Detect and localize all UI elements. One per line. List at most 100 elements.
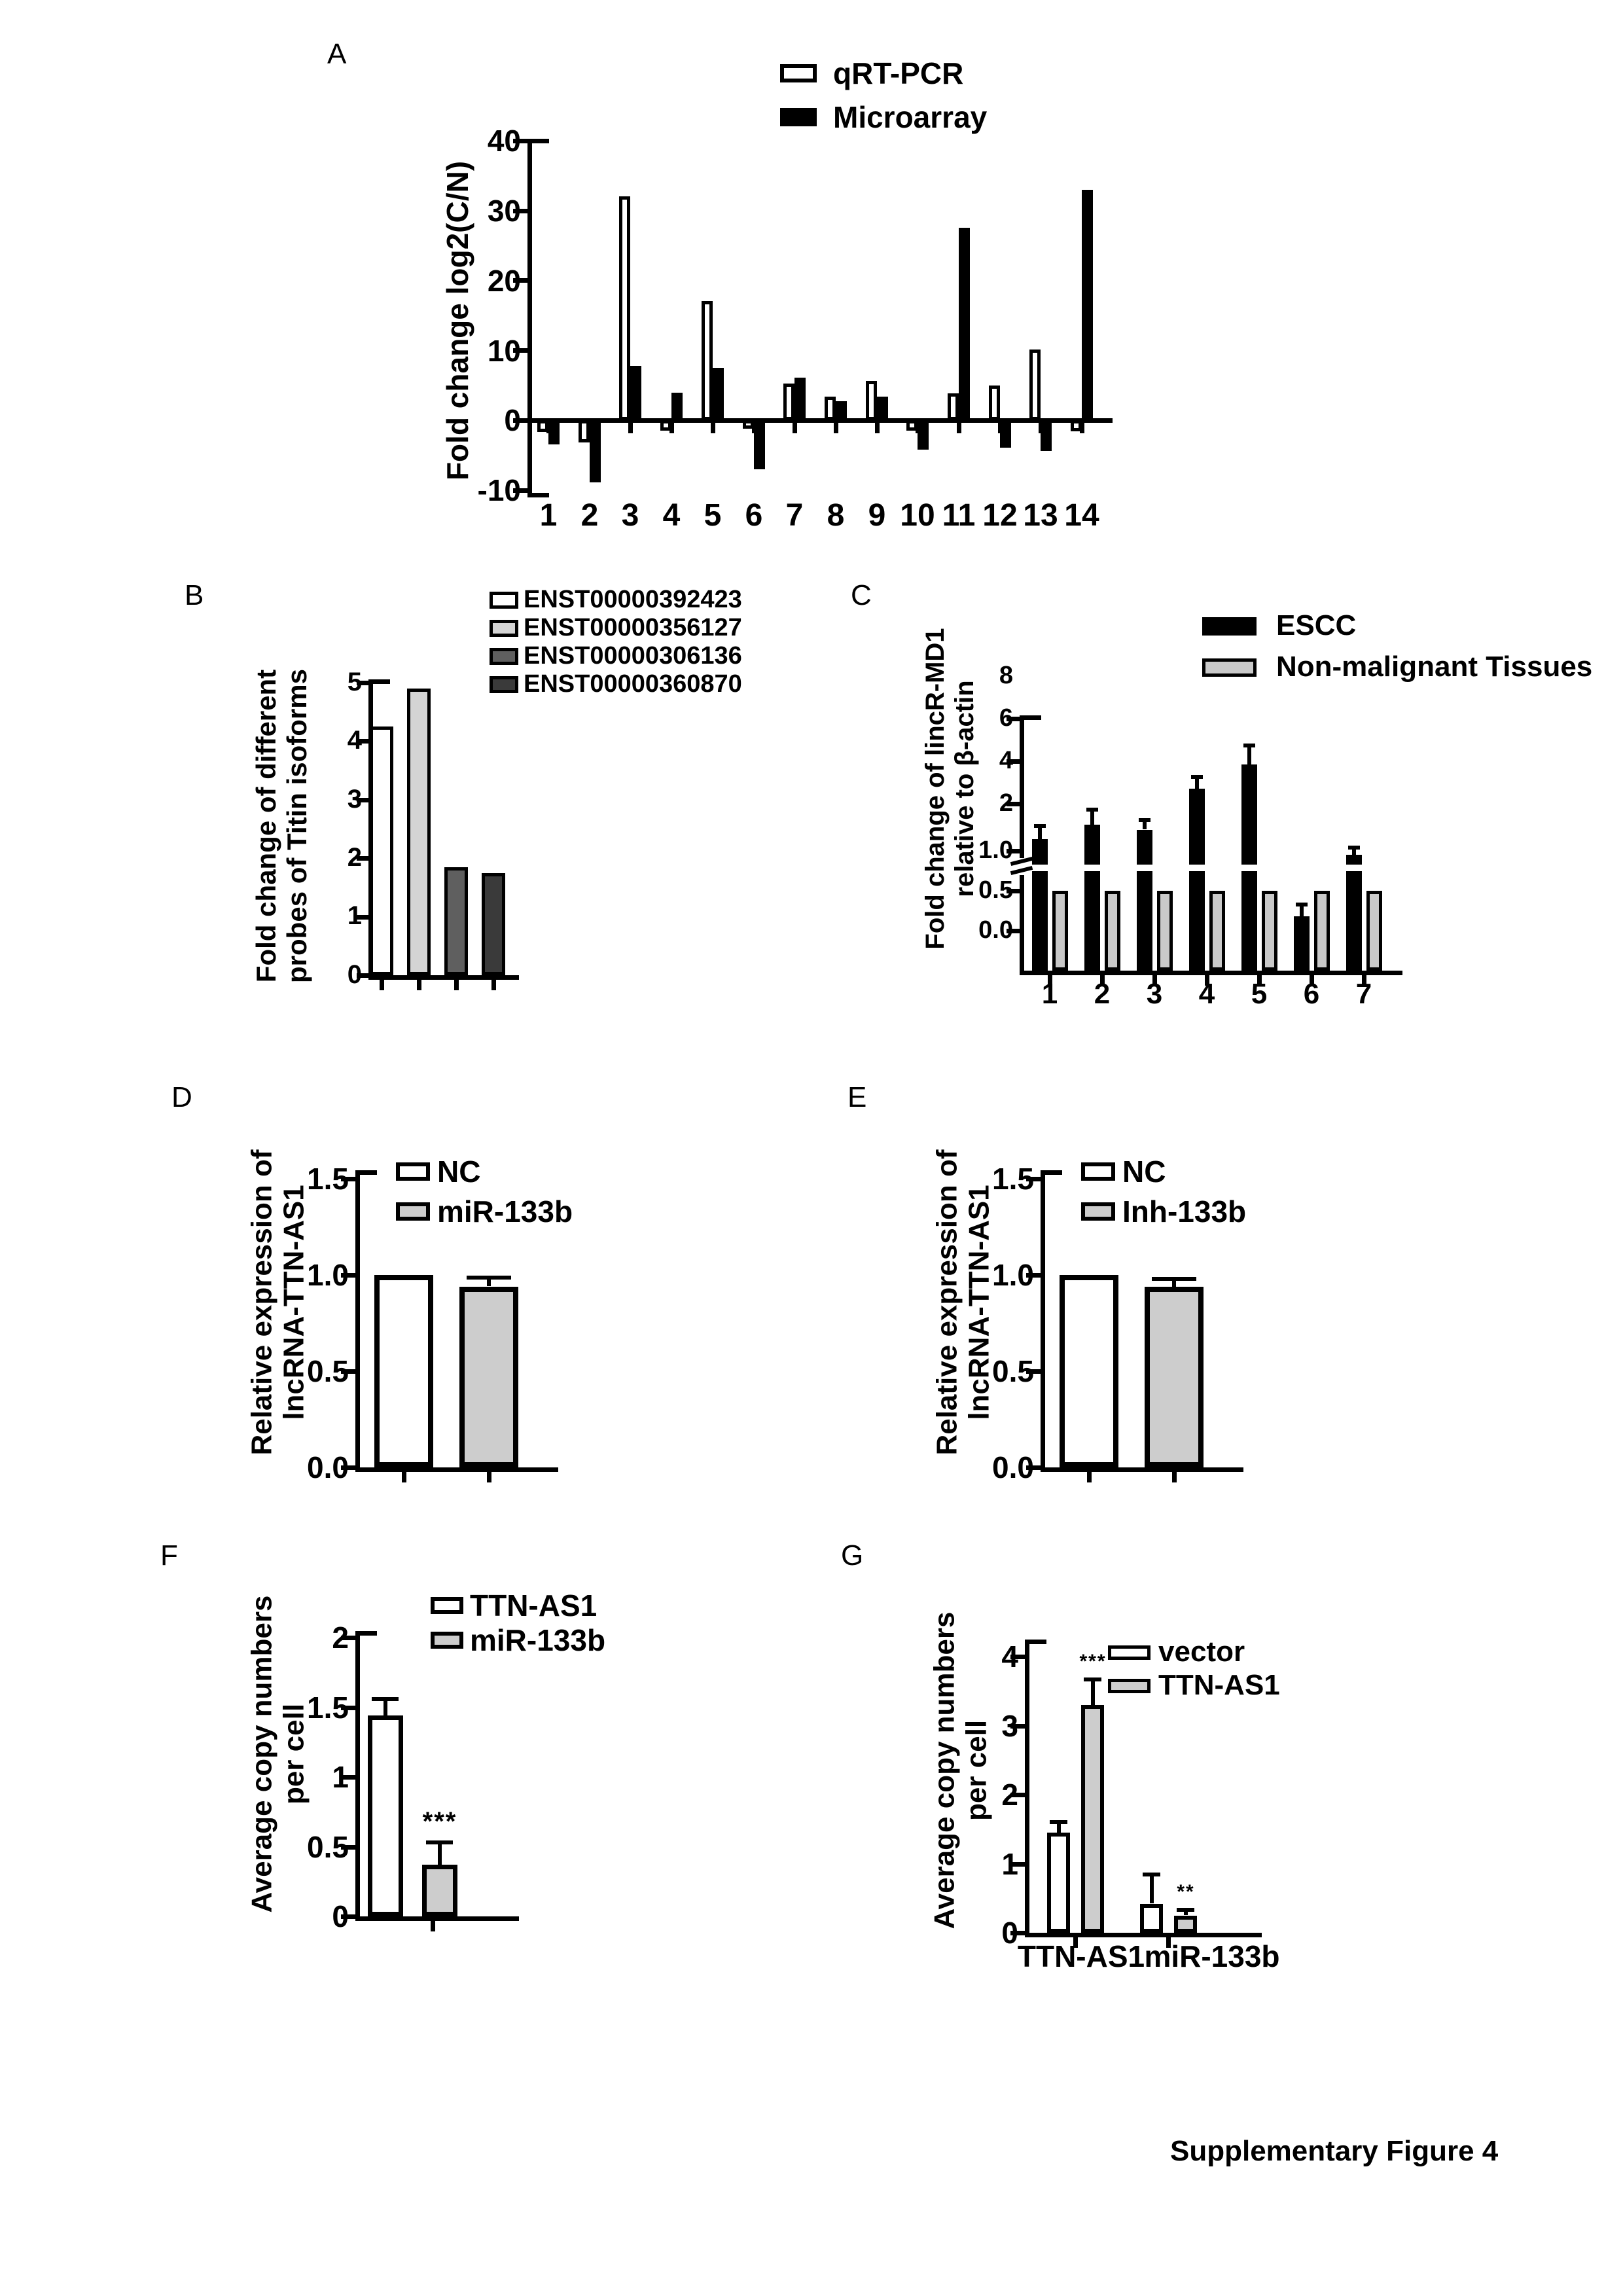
panel-a-bar-microarray-7 bbox=[794, 378, 806, 420]
panel-g-y-tick-label: 0 bbox=[1001, 1916, 1018, 1950]
panel-e-y-tick-label: 0.5 bbox=[992, 1354, 1034, 1388]
panel-g-y-tick bbox=[1010, 1655, 1025, 1659]
panel-e-y-tick bbox=[1026, 1465, 1041, 1470]
panel-f-bar-copy-numbers-mir-133b-error-line bbox=[438, 1842, 442, 1865]
panel-c-bar-escc-5-error-cap bbox=[1243, 744, 1255, 747]
panel-a-bar-qrt-pcr-5 bbox=[702, 301, 713, 420]
panel-c-bar-non-malignant-tissues-5 bbox=[1262, 891, 1277, 971]
panel-a-bar-microarray-8 bbox=[836, 401, 847, 420]
panel-c-y-tick-label: 8 bbox=[999, 662, 1013, 689]
panel-a-x-tick bbox=[875, 423, 880, 433]
panel-a-y-tick bbox=[513, 418, 527, 423]
panel-g-y-tick-label: 3 bbox=[1001, 1709, 1018, 1743]
panel-g-y-tick-label: 4 bbox=[1001, 1640, 1018, 1674]
panel-f-bar-copy-numbers-mir-133b bbox=[422, 1865, 457, 1916]
panel-b-label: B bbox=[185, 579, 204, 611]
panel-a-bar-qrt-pcr-10 bbox=[906, 420, 918, 431]
panel-f-y-tick-label: 2 bbox=[332, 1621, 349, 1655]
panel-c-bar-non-malignant-tissues-4 bbox=[1209, 891, 1225, 971]
panel-e-y-tick-label: 0.0 bbox=[992, 1450, 1034, 1484]
panel-c-bar-escc-7-error-line bbox=[1352, 848, 1356, 855]
panel-c-x-tick-label-4: 4 bbox=[1198, 978, 1215, 1010]
panel-f-y-tick bbox=[341, 1636, 355, 1640]
panel-c-x-tick bbox=[1152, 975, 1157, 986]
panel-c-bar-escc-1-break-gap bbox=[1032, 865, 1048, 871]
panel-c-bar-non-malignant-tissues-2 bbox=[1105, 891, 1120, 971]
panel-b-y-tick bbox=[357, 973, 368, 978]
panel-b-legend-swatch-enst00000360870 bbox=[490, 676, 518, 693]
panel-g-y-tick-label: 2 bbox=[1001, 1778, 1018, 1812]
panel-c-x-tick bbox=[1362, 975, 1366, 986]
panel-b-legend-label-enst00000306136: ENST00000306136 bbox=[524, 642, 742, 670]
panel-b-y-tick-label: 2 bbox=[347, 843, 362, 872]
panel-c-bar-escc-2-error-line bbox=[1090, 810, 1094, 825]
panel-d-x-axis bbox=[355, 1467, 558, 1472]
panel-a-y-tick-label: 20 bbox=[487, 264, 521, 298]
panel-a-bar-microarray-14 bbox=[1082, 190, 1093, 420]
panel-c-bar-escc-6 bbox=[1294, 916, 1310, 971]
panel-f-bar-copy-numbers-ttn-as1-error-cap bbox=[372, 1697, 399, 1701]
panel-e-y-tick bbox=[1026, 1369, 1041, 1374]
panel-f-y-tick bbox=[341, 1706, 355, 1710]
figure-caption: Supplementary Figure 4 bbox=[1170, 2135, 1499, 2167]
panel-g-bar-vector-mir-133b-error-cap bbox=[1143, 1873, 1160, 1876]
panel-b-legend-swatch-enst00000392423 bbox=[490, 592, 518, 609]
panel-c-y-tick bbox=[1007, 849, 1020, 853]
panel-e-label: E bbox=[847, 1081, 867, 1113]
panel-g-legend-swatch-ttn-as1 bbox=[1108, 1679, 1150, 1693]
panel-a-legend-swatch-qrt-pcr bbox=[780, 64, 817, 82]
panel-a-x-tick-label-14: 14 bbox=[1064, 498, 1099, 533]
panel-b-x-tick bbox=[380, 980, 384, 990]
panel-a-bar-microarray-10 bbox=[918, 420, 929, 450]
panel-a-bar-qrt-pcr-3 bbox=[619, 196, 630, 420]
panel-c-axis-end-cap bbox=[1024, 715, 1041, 720]
panel-c-bar-escc-4-break-gap bbox=[1189, 865, 1205, 871]
panel-a-bar-microarray-13 bbox=[1041, 420, 1052, 451]
panel-a-bar-microarray-4 bbox=[671, 393, 683, 420]
panel-g-y-tick bbox=[1010, 1724, 1025, 1729]
panel-b-axis-end-cap bbox=[373, 679, 390, 684]
panel-a-y-tick-label: 0 bbox=[504, 403, 521, 437]
panel-a-bar-microarray-11 bbox=[959, 228, 970, 420]
panel-f-legend-swatch-ttn-as1 bbox=[431, 1597, 463, 1614]
panel-c-bar-escc-7-error-cap bbox=[1348, 846, 1360, 850]
panel-b-legend-label-enst00000360870: ENST00000360870 bbox=[524, 670, 742, 698]
panel-e-x-tick bbox=[1087, 1472, 1092, 1482]
panel-a-bar-qrt-pcr-1 bbox=[537, 420, 548, 432]
panel-f-bar-copy-numbers-ttn-as1 bbox=[368, 1715, 403, 1916]
panel-a-axis-end-cap bbox=[532, 139, 549, 143]
panel-c-x-tick-label-2: 2 bbox=[1094, 978, 1111, 1010]
panel-a-x-tick-label-7: 7 bbox=[785, 498, 804, 533]
panel-b-y-tick bbox=[357, 798, 368, 802]
panel-a-bar-qrt-pcr-13 bbox=[1029, 350, 1041, 420]
panel-a-y-tick bbox=[513, 278, 527, 283]
panel-g-bar-vector-ttn-as1 bbox=[1047, 1833, 1070, 1933]
panel-a-x-tick bbox=[793, 423, 797, 433]
panel-e-bar-expression-inh-133b-error-line bbox=[1172, 1279, 1176, 1287]
panel-d-x-tick bbox=[487, 1472, 491, 1482]
panel-a-y-axis bbox=[527, 139, 532, 497]
panel-a-bar-qrt-pcr-8 bbox=[825, 397, 836, 420]
panel-a-x-tick-label-5: 5 bbox=[704, 498, 722, 533]
panel-f-legend-swatch-mir-133b bbox=[431, 1632, 463, 1649]
panel-a-x-tick bbox=[1080, 423, 1084, 433]
panel-e-y-tick bbox=[1026, 1273, 1041, 1278]
panel-d-y-tick bbox=[341, 1465, 355, 1470]
panel-b-y-tick-label: 0 bbox=[347, 960, 362, 989]
panel-g-bar-ttn-as1-ttn-as1-error-cap bbox=[1084, 1677, 1101, 1681]
panel-d-y-tick bbox=[341, 1369, 355, 1374]
panel-a-x-tick bbox=[711, 423, 715, 433]
panel-c-bar-escc-7-break-gap bbox=[1346, 865, 1362, 871]
panel-b-y-axis-label: Fold change of different probes of Titin … bbox=[250, 669, 312, 983]
panel-c-bar-escc-4-error-cap bbox=[1191, 775, 1203, 779]
panel-g-axis-end-cap bbox=[1029, 1640, 1046, 1644]
panel-a-legend-label-qrt-pcr: qRT-PCR bbox=[833, 56, 964, 90]
panel-a-bar-microarray-3 bbox=[630, 366, 641, 420]
panel-c-bar-escc-1-error-line bbox=[1038, 826, 1042, 839]
panel-a-legend-label-microarray: Microarray bbox=[833, 100, 988, 134]
panel-e-y-tick-label: 1.0 bbox=[992, 1258, 1034, 1292]
panel-g-bar-ttn-as1-ttn-as1 bbox=[1081, 1705, 1104, 1933]
panel-a-x-tick-label-4: 4 bbox=[662, 498, 681, 533]
panel-f-label: F bbox=[160, 1539, 178, 1571]
panel-g-y-axis bbox=[1025, 1640, 1029, 1937]
